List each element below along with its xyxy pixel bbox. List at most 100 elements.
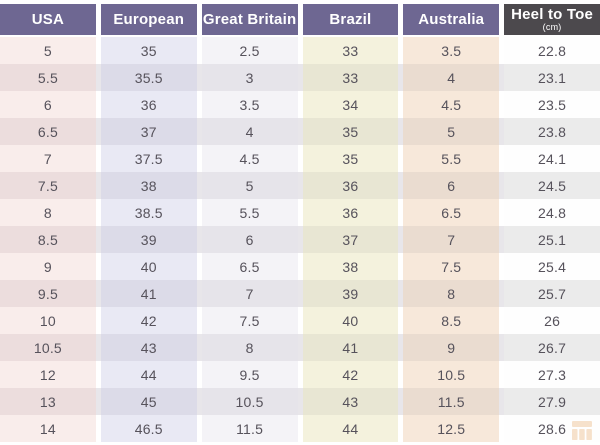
table-cell: 44 [100,361,197,388]
table-cell: 9 [403,334,500,361]
table-cell: 12 [0,361,96,388]
table-cell: 7.5 [0,172,96,199]
table-row: 8.5 39 6 37 7 25.1 [0,226,600,253]
column-header-label: Australia [418,10,485,28]
table-cell: 28.6 [504,415,600,442]
column-header-australia: Australia [403,4,500,35]
column-header-label: Great Britain [202,10,297,28]
table-cell: 6.5 [201,253,298,280]
table-cell: 40 [302,307,399,334]
table-cell: 5 [201,172,298,199]
table-cell: 43 [302,388,399,415]
table-cell: 5 [403,118,500,145]
table-body: 5 35 2.5 33 3.5 22.8 5.5 35.5 3 33 4 23.1 6 36 3.5 34 4.… [0,37,600,442]
table-cell: 26 [504,307,600,334]
column-header-unit: (cm) [542,21,562,32]
table-cell: 39 [302,280,399,307]
table-cell: 37.5 [100,145,197,172]
table-cell: 6 [403,172,500,199]
table-cell: 22.8 [504,37,600,64]
table-cell: 8.5 [403,307,500,334]
table-cell: 8 [201,334,298,361]
table-cell: 35 [302,118,399,145]
table-cell: 2.5 [201,37,298,64]
table-cell: 11.5 [201,415,298,442]
table-cell: 35.5 [100,64,197,91]
table-cell: 10.5 [201,388,298,415]
table-cell: 3 [201,64,298,91]
table-cell: 35 [302,145,399,172]
table-row: 5.5 35.5 3 33 4 23.1 [0,64,600,91]
table-row: 14 46.5 11.5 44 12.5 28.6 [0,415,600,442]
table-cell: 8 [403,280,500,307]
table-row: 6 36 3.5 34 4.5 23.5 [0,91,600,118]
column-header-label: Brazil [329,10,372,28]
table-row: 7.5 38 5 36 6 24.5 [0,172,600,199]
table-row: 13 45 10.5 43 11.5 27.9 [0,388,600,415]
table-cell: 10 [0,307,96,334]
table-cell: 46.5 [100,415,197,442]
table-row: 5 35 2.5 33 3.5 22.8 [0,37,600,64]
table-cell: 38 [302,253,399,280]
table-cell: 6.5 [0,118,96,145]
table-cell: 25.7 [504,280,600,307]
column-header-label: USA [31,10,65,28]
table-cell: 39 [100,226,197,253]
table-cell: 3.5 [403,37,500,64]
table-cell: 7 [0,145,96,172]
table-cell: 34 [302,91,399,118]
table-cell: 36 [302,172,399,199]
table-cell: 23.8 [504,118,600,145]
table-cell: 45 [100,388,197,415]
table-cell: 4.5 [403,91,500,118]
table-cell: 41 [100,280,197,307]
table-cell: 6.5 [403,199,500,226]
table-cell: 4.5 [201,145,298,172]
table-cell: 43 [100,334,197,361]
table-cell: 23.1 [504,64,600,91]
table-cell: 14 [0,415,96,442]
table-row: 6.5 37 4 35 5 23.8 [0,118,600,145]
table-cell: 38 [100,172,197,199]
table-cell: 6 [0,91,96,118]
table-cell: 3.5 [201,91,298,118]
table-cell: 12.5 [403,415,500,442]
column-header-label: European [113,10,185,28]
table-row: 10.5 43 8 41 9 26.7 [0,334,600,361]
table-row: 10 42 7.5 40 8.5 26 [0,307,600,334]
table-cell: 23.5 [504,91,600,118]
table-cell: 6 [201,226,298,253]
table-cell: 5.5 [201,199,298,226]
table-cell: 24.8 [504,199,600,226]
table-cell: 5 [0,37,96,64]
column-header-great-britain: Great Britain [201,4,298,35]
table-cell: 40 [100,253,197,280]
table-cell: 5.5 [403,145,500,172]
table-cell: 7.5 [201,307,298,334]
table-row: 8 38.5 5.5 36 6.5 24.8 [0,199,600,226]
table-cell: 41 [302,334,399,361]
table-row: 12 44 9.5 42 10.5 27.3 [0,361,600,388]
table-cell: 10.5 [403,361,500,388]
table-cell: 36 [302,199,399,226]
table-cell: 38.5 [100,199,197,226]
table-cell: 4 [403,64,500,91]
table-cell: 36 [100,91,197,118]
table-cell: 11.5 [403,388,500,415]
table-cell: 8.5 [0,226,96,253]
table-cell: 33 [302,64,399,91]
table-cell: 7.5 [403,253,500,280]
table-cell: 44 [302,415,399,442]
table-cell: 24.5 [504,172,600,199]
column-header-heel-to-toe: Heel to Toe (cm) [504,4,600,35]
table-cell: 35 [100,37,197,64]
table-cell: 4 [201,118,298,145]
table-cell: 27.3 [504,361,600,388]
table-cell: 13 [0,388,96,415]
table-cell: 25.4 [504,253,600,280]
table-cell: 7 [403,226,500,253]
table-cell: 9.5 [201,361,298,388]
table-cell: 25.1 [504,226,600,253]
table-cell: 26.7 [504,334,600,361]
